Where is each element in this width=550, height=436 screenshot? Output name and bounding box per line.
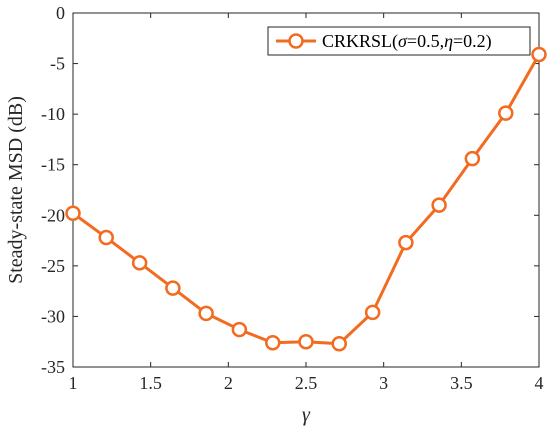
data-point	[498, 105, 514, 121]
data-point	[464, 150, 481, 167]
data-point	[398, 234, 414, 251]
y-axis-label: Steady-state MSD (dB)	[5, 96, 27, 284]
y-tick-label: -30	[41, 306, 65, 326]
data-point	[98, 229, 114, 246]
y-tick-label: -25	[41, 256, 65, 276]
data-point	[431, 197, 447, 213]
x-tick-label: 1	[69, 373, 78, 393]
data-point	[131, 255, 148, 271]
data-point	[165, 280, 181, 296]
data-point	[265, 334, 281, 351]
x-axis-label: γ	[302, 404, 311, 426]
x-tick-label: 4	[535, 373, 544, 393]
data-point	[198, 305, 214, 322]
x-tick-label: 3	[379, 373, 388, 393]
data-point	[531, 46, 547, 63]
x-tick-label: 1.5	[139, 373, 162, 393]
y-tick-label: -15	[41, 155, 65, 175]
data-point	[231, 321, 248, 338]
y-tick-label: -10	[41, 104, 65, 124]
data-point	[298, 333, 314, 350]
y-tick-label: -5	[50, 54, 65, 74]
legend-marker	[288, 33, 304, 49]
y-tick-label: -35	[41, 357, 65, 377]
data-point	[364, 304, 381, 321]
legend-label: CRKRSL(σ=0.5,η=0.2)	[322, 31, 492, 52]
x-tick-label: 2.5	[295, 373, 318, 393]
legend: CRKRSL(σ=0.5,η=0.2)	[267, 26, 531, 56]
plot-frame	[72, 12, 540, 368]
x-tick-label: 3.5	[450, 373, 473, 393]
data-point	[65, 205, 81, 222]
y-tick-label: -20	[41, 205, 65, 225]
data-point	[331, 335, 347, 352]
x-tick-label: 2	[224, 373, 233, 393]
y-tick-label: 0	[56, 3, 65, 23]
